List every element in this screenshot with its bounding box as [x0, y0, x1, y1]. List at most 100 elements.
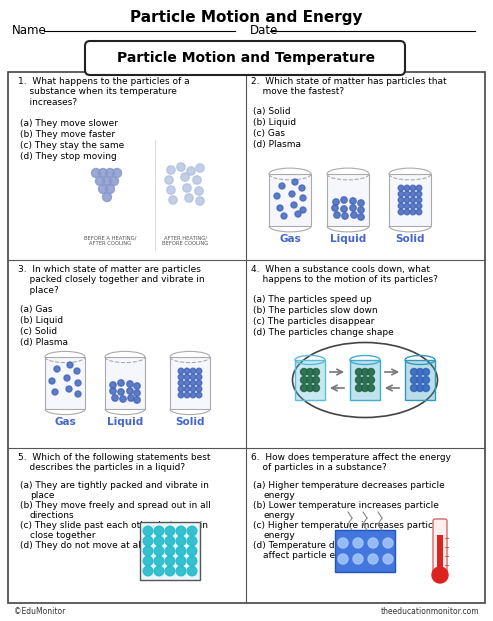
Circle shape: [299, 185, 305, 191]
Circle shape: [195, 187, 203, 195]
Text: (b) They move freely and spread out in all: (b) They move freely and spread out in a…: [20, 501, 211, 510]
Circle shape: [134, 390, 140, 396]
Circle shape: [143, 546, 153, 556]
Circle shape: [410, 209, 416, 215]
Text: energy: energy: [263, 511, 295, 520]
Circle shape: [165, 526, 175, 536]
Circle shape: [416, 209, 422, 215]
Circle shape: [177, 163, 185, 171]
Text: Gas: Gas: [279, 234, 301, 244]
Circle shape: [410, 185, 416, 191]
Circle shape: [184, 374, 190, 380]
Circle shape: [187, 546, 197, 556]
Circle shape: [178, 374, 184, 380]
Text: (a) Gas: (a) Gas: [20, 305, 52, 314]
Text: (d) Plasma: (d) Plasma: [20, 338, 68, 347]
Circle shape: [103, 193, 111, 201]
Text: (d) They stop moving: (d) They stop moving: [20, 152, 117, 161]
Circle shape: [291, 202, 297, 208]
Circle shape: [341, 197, 347, 203]
Text: (a) Higher temperature decreases particle: (a) Higher temperature decreases particl…: [253, 481, 445, 490]
Circle shape: [187, 566, 197, 576]
Circle shape: [417, 368, 423, 376]
Circle shape: [342, 213, 348, 219]
Circle shape: [423, 376, 429, 384]
Circle shape: [143, 556, 153, 566]
Circle shape: [334, 212, 340, 218]
Circle shape: [193, 176, 201, 184]
Text: (b) The particles slow down: (b) The particles slow down: [253, 306, 378, 315]
Circle shape: [383, 554, 393, 564]
Text: (d) Temperature does not: (d) Temperature does not: [253, 541, 368, 550]
Text: (b) Lower temperature increases particle: (b) Lower temperature increases particle: [253, 501, 439, 510]
Circle shape: [196, 374, 202, 380]
Circle shape: [184, 368, 190, 374]
Circle shape: [134, 383, 140, 389]
Circle shape: [417, 384, 423, 391]
Circle shape: [190, 380, 196, 386]
Circle shape: [367, 384, 375, 391]
Text: (c) The particles disappear: (c) The particles disappear: [253, 317, 374, 326]
Circle shape: [410, 197, 416, 203]
Circle shape: [338, 554, 348, 564]
Bar: [295, 360, 325, 400]
Circle shape: [109, 176, 118, 186]
Circle shape: [367, 368, 375, 376]
Circle shape: [410, 191, 416, 197]
Circle shape: [353, 538, 363, 548]
Text: directions: directions: [30, 511, 74, 520]
Circle shape: [404, 203, 410, 209]
Circle shape: [367, 376, 375, 384]
Text: Liquid: Liquid: [107, 417, 143, 427]
Circle shape: [176, 546, 186, 556]
Circle shape: [355, 368, 362, 376]
Circle shape: [92, 168, 101, 178]
Circle shape: [307, 376, 314, 384]
Circle shape: [300, 207, 306, 213]
Text: affect particle energy: affect particle energy: [263, 551, 361, 560]
Circle shape: [355, 376, 362, 384]
Text: Particle Motion and Energy: Particle Motion and Energy: [130, 10, 363, 25]
Circle shape: [154, 546, 164, 556]
Circle shape: [292, 179, 298, 185]
Bar: [105, 357, 145, 409]
Circle shape: [361, 368, 368, 376]
Circle shape: [99, 168, 107, 178]
Circle shape: [167, 186, 175, 194]
Text: Date: Date: [250, 24, 279, 37]
Circle shape: [338, 538, 348, 548]
Text: (b) They move faster: (b) They move faster: [20, 130, 115, 139]
Circle shape: [398, 197, 404, 203]
Circle shape: [154, 556, 164, 566]
Circle shape: [165, 566, 175, 576]
Text: (a) They are tightly packed and vibrate in: (a) They are tightly packed and vibrate …: [20, 481, 209, 490]
Circle shape: [128, 395, 134, 401]
Circle shape: [176, 566, 186, 576]
Bar: [350, 360, 380, 400]
Circle shape: [176, 526, 186, 536]
Text: (c) Solid: (c) Solid: [20, 327, 57, 336]
Circle shape: [181, 173, 189, 181]
Bar: [45, 357, 85, 409]
Circle shape: [103, 176, 111, 186]
Circle shape: [67, 362, 73, 368]
Circle shape: [313, 376, 319, 384]
Circle shape: [127, 381, 133, 388]
Circle shape: [383, 538, 393, 548]
Circle shape: [167, 166, 175, 175]
Text: (c) Gas: (c) Gas: [253, 129, 285, 138]
Circle shape: [196, 386, 202, 392]
Circle shape: [184, 392, 190, 398]
Circle shape: [196, 392, 202, 398]
FancyBboxPatch shape: [85, 41, 405, 75]
Circle shape: [368, 554, 378, 564]
Circle shape: [110, 382, 116, 388]
Text: (c) They stay the same: (c) They stay the same: [20, 141, 124, 150]
Text: Gas: Gas: [54, 417, 76, 427]
Text: 2.  Which state of matter has particles that
    move the fastest?: 2. Which state of matter has particles t…: [251, 77, 447, 96]
Circle shape: [49, 378, 55, 384]
Circle shape: [106, 184, 114, 194]
Bar: [8, 72, 485, 603]
Circle shape: [54, 366, 60, 372]
Text: 5.  Which of the following statements best
    describes the particles in a liqu: 5. Which of the following statements bes…: [18, 453, 211, 473]
